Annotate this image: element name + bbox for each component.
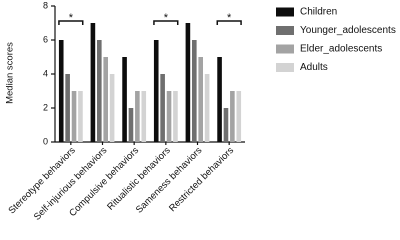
bar: [198, 57, 203, 142]
bar: [128, 108, 134, 142]
legend-swatch: [276, 26, 294, 35]
bar: [217, 57, 222, 142]
bar: [236, 91, 242, 142]
bar: [230, 91, 235, 142]
significance-bracket: [153, 20, 179, 25]
significance-bracket: [58, 20, 84, 25]
significance-bracket: [216, 20, 242, 25]
bar: [204, 74, 210, 142]
bar: [223, 108, 229, 142]
bar: [135, 91, 140, 142]
bar: [166, 91, 172, 142]
significance-label: *: [69, 12, 74, 24]
y-tick-label: 8: [43, 0, 48, 10]
bar: [71, 91, 77, 142]
y-tick-label: 0: [43, 136, 48, 146]
bar: [78, 91, 83, 142]
legend-swatch: [276, 7, 294, 17]
bar: [58, 40, 64, 142]
y-axis-label: Median scores: [5, 42, 16, 104]
bar: [109, 74, 115, 142]
bar: [97, 40, 102, 142]
bar: [141, 91, 147, 142]
y-tick-label: 4: [43, 68, 48, 78]
bar: [65, 74, 70, 142]
legend-label: Children: [300, 7, 337, 18]
legend-swatch: [276, 63, 294, 72]
legend-label: Adults: [300, 62, 328, 73]
bar: [103, 57, 108, 142]
legend-label: Younger_adolescents: [300, 25, 396, 36]
significance-label: *: [227, 12, 232, 24]
bar: [192, 40, 197, 142]
bar: [160, 74, 165, 142]
bar: [122, 57, 127, 142]
legend-label: Elder_adolescents: [300, 44, 382, 55]
bar: [153, 40, 159, 142]
y-tick-label: 2: [43, 102, 48, 112]
y-tick-label: 6: [43, 34, 48, 44]
bar: [173, 91, 178, 142]
significance-label: *: [164, 12, 169, 24]
legend-swatch: [276, 44, 294, 54]
bar: [90, 23, 96, 142]
bar: [185, 23, 191, 142]
